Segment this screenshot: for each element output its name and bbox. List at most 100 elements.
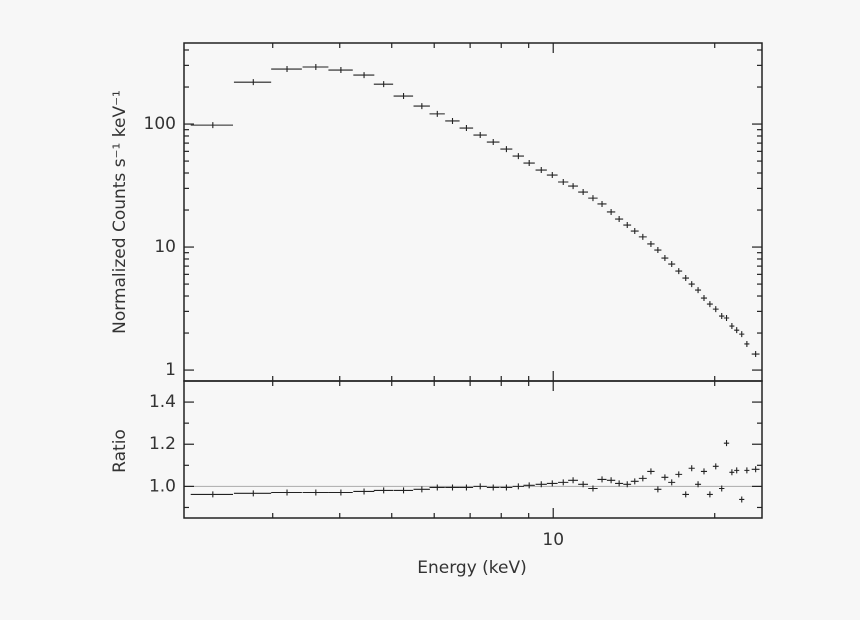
data-point: [654, 247, 662, 254]
data-point: [523, 160, 535, 167]
data-point: [647, 240, 655, 247]
data-point: [546, 172, 558, 179]
y-tick-label: 1.0: [149, 476, 176, 496]
data-point: [739, 496, 745, 503]
data-point: [190, 122, 234, 129]
plot-frame: [183, 380, 763, 519]
y-tick-label: 1.2: [149, 434, 176, 454]
data-point: [445, 484, 460, 491]
data-point: [744, 467, 750, 474]
data-point: [668, 479, 676, 486]
data-point: [535, 481, 547, 488]
data-point: [682, 491, 690, 498]
data-point: [429, 484, 445, 491]
data-point: [558, 179, 569, 186]
data-point: [638, 233, 647, 240]
y-tick-label: 100: [144, 114, 176, 134]
data-point: [429, 110, 445, 117]
x-axis-label: Energy (keV): [417, 558, 527, 578]
data-point: [700, 295, 708, 302]
data-point: [630, 478, 639, 485]
data-point: [688, 465, 695, 472]
data-point: [373, 487, 394, 494]
data-point: [578, 189, 589, 196]
data-point: [712, 463, 719, 470]
data-point: [523, 482, 535, 489]
data-point: [328, 67, 353, 74]
data-point: [393, 93, 414, 100]
data-point: [328, 489, 353, 496]
data-point: [302, 63, 329, 70]
data-point: [568, 183, 578, 190]
data-point: [588, 485, 598, 492]
data-point: [512, 153, 524, 160]
data-point: [588, 195, 598, 202]
data-point: [682, 275, 690, 282]
data-point: [675, 471, 683, 478]
data-point: [597, 476, 607, 483]
data-point: [675, 268, 683, 275]
data-point: [473, 132, 487, 139]
data-point: [638, 475, 647, 482]
data-point: [606, 477, 616, 484]
data-point: [688, 281, 695, 288]
data-point: [661, 474, 669, 481]
data-point: [744, 340, 750, 347]
data-point: [459, 125, 474, 132]
data-point: [623, 481, 632, 488]
data-point: [712, 306, 719, 313]
data-point: [233, 490, 272, 497]
data-point: [706, 301, 713, 308]
data-point: [718, 313, 725, 320]
data-point: [723, 440, 730, 447]
data-point: [718, 485, 725, 492]
y-axis-label: Ratio: [110, 429, 130, 473]
data-point: [606, 208, 616, 215]
data-point: [546, 480, 558, 487]
data-point: [647, 468, 655, 475]
data-point: [729, 323, 735, 330]
data-point: [734, 467, 740, 474]
y-tick-label: 1: [165, 360, 176, 380]
data-point: [459, 484, 474, 491]
data-point: [302, 489, 329, 496]
data-point: [729, 469, 735, 476]
data-point: [373, 81, 394, 88]
data-point: [353, 488, 375, 495]
data-point: [500, 484, 513, 491]
data-point: [486, 139, 500, 146]
data-point: [734, 327, 740, 334]
data-point: [558, 479, 569, 486]
data-point: [668, 261, 676, 268]
data-point: [723, 315, 730, 322]
data-point: [473, 483, 487, 490]
data-point: [500, 146, 513, 153]
x-tick-label: 10: [542, 530, 564, 550]
data-point: [413, 103, 430, 110]
data-point: [597, 200, 607, 207]
data-point: [615, 216, 624, 223]
data-point: [535, 167, 547, 174]
data-point: [568, 477, 578, 484]
data-point: [654, 486, 662, 493]
data-point: [271, 66, 302, 73]
y-tick-label: 1.4: [149, 392, 176, 412]
data-point: [486, 484, 500, 491]
data-point: [700, 468, 708, 475]
data-point: [706, 491, 713, 498]
y-axis-label: Normalized Counts s⁻¹ keV⁻¹: [110, 90, 130, 334]
data-point: [695, 287, 702, 294]
data-point: [695, 481, 702, 488]
data-point: [353, 72, 375, 79]
data-point: [739, 331, 745, 338]
data-point: [445, 117, 460, 124]
data-point: [512, 483, 524, 490]
data-point: [393, 487, 414, 494]
data-point: [661, 255, 669, 262]
y-tick-label: 10: [154, 237, 176, 257]
data-point: [271, 489, 302, 496]
data-point: [615, 480, 624, 487]
data-point: [578, 481, 589, 488]
